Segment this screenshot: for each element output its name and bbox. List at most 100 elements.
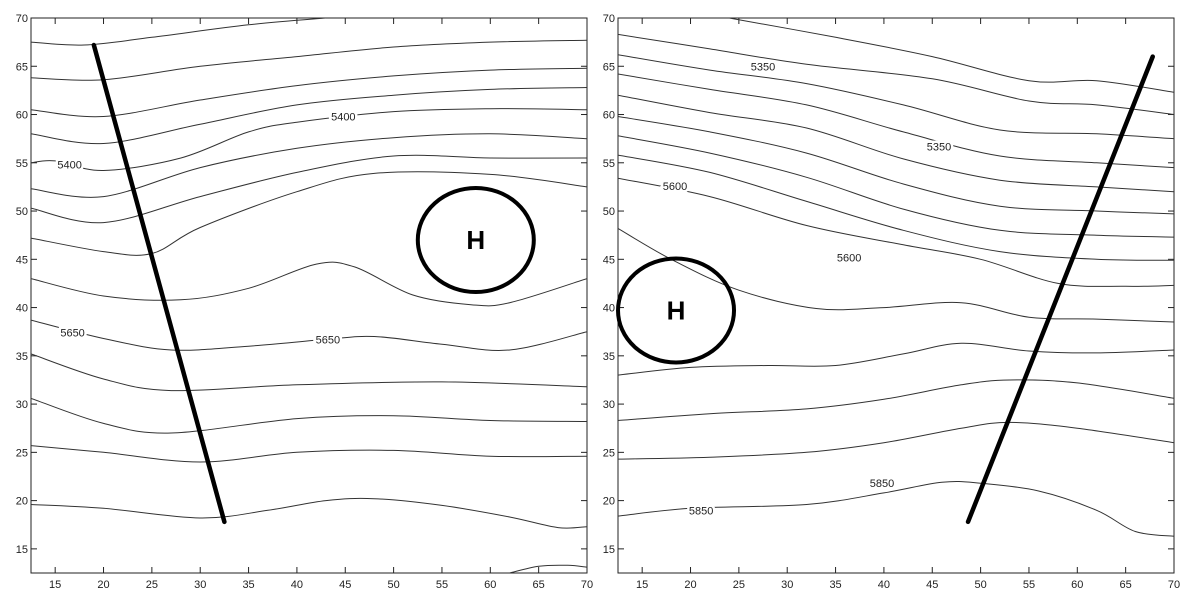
contour-line: [729, 18, 1174, 93]
contour-label: 5400: [57, 160, 81, 172]
y-tick-label: 20: [603, 496, 615, 508]
plot-frame: [617, 17, 1175, 574]
y-tick-label: 45: [16, 254, 28, 266]
x-tick-label: 35: [242, 579, 254, 591]
contour-label: 5650: [316, 334, 340, 346]
contour-line: [31, 171, 587, 256]
x-tick-label: 70: [581, 579, 593, 591]
contour-label: 5400: [331, 111, 355, 123]
x-tick-label: 60: [1071, 579, 1083, 591]
contour-line: [31, 319, 587, 351]
y-tick-label: 25: [603, 447, 615, 459]
y-tick-label: 25: [16, 447, 28, 459]
contour-line: [31, 39, 587, 81]
y-tick-label: 35: [603, 351, 615, 363]
contour-line: [509, 564, 587, 573]
y-tick-label: 55: [603, 158, 615, 170]
contour-line: [618, 421, 1174, 460]
y-tick-label: 20: [16, 496, 28, 508]
contour-line: [31, 154, 587, 224]
high-marker-circle: [415, 186, 536, 294]
contour-line: [31, 67, 587, 118]
contour-line: [31, 108, 587, 172]
x-tick-label: 45: [926, 579, 938, 591]
y-tick-label: 50: [16, 206, 28, 218]
x-tick-label: 30: [194, 579, 206, 591]
y-tick-label: 50: [603, 206, 615, 218]
thick-axis-line: [91, 42, 227, 525]
contour-line: [31, 397, 587, 434]
thick-axis-line: [965, 54, 1155, 525]
contour-line: [618, 135, 1174, 238]
x-tick-label: 20: [684, 579, 696, 591]
x-tick-label: 45: [339, 579, 351, 591]
y-tick-label: 15: [603, 544, 615, 556]
y-tick-label: 40: [16, 303, 28, 315]
y-tick-label: 65: [603, 61, 615, 73]
contour-line: [618, 379, 1174, 421]
y-tick-label: 70: [603, 13, 615, 25]
x-tick-label: 50: [387, 579, 399, 591]
y-tick-label: 35: [16, 351, 28, 363]
left-panel: 15 20 25 30 35 40 45 50 55 60 65 70 15 20 25 30 35 40 45 50…: [16, 13, 593, 591]
contour-label: 5600: [837, 252, 861, 264]
contour-line: [31, 133, 587, 198]
x-tick-label: 35: [829, 579, 841, 591]
contour-label: 5850: [870, 478, 894, 490]
right-panel: 15 20 25 30 35 40 45 50 55 60 65 70 15 20 25 30 35 40 45 50…: [603, 13, 1180, 591]
x-tick-label: 55: [436, 579, 448, 591]
contour-group: 5350 5350 5600 5600 5850 5850: [618, 18, 1174, 537]
contour-line: [618, 54, 1174, 140]
contour-group: 5400 5400 5650 5650: [31, 18, 587, 573]
high-marker-label: H: [667, 295, 686, 325]
contour-label: 5600: [663, 181, 687, 193]
x-tick-label: 55: [1023, 579, 1035, 591]
contour-line: [31, 18, 326, 46]
x-tick-label: 20: [97, 579, 109, 591]
contour-label: 5650: [60, 328, 84, 340]
contour-line: [31, 353, 587, 392]
contour-line: [31, 87, 587, 145]
x-tick-label: 65: [1120, 579, 1132, 591]
contour-line: [31, 261, 587, 307]
x-tick-label: 25: [733, 579, 745, 591]
contour-line: [31, 445, 587, 463]
high-marker-label: H: [466, 225, 485, 255]
x-tick-label: 15: [49, 579, 61, 591]
y-tick-label: 60: [603, 110, 615, 122]
contour-line: [618, 177, 1174, 287]
y-tick-label: 55: [16, 158, 28, 170]
high-marker-circle: [616, 256, 737, 365]
contour-line: [618, 73, 1174, 169]
y-tick-label: 30: [603, 399, 615, 411]
contour-line: [618, 116, 1174, 215]
x-tick-label: 40: [878, 579, 890, 591]
contour-label: 5350: [927, 141, 951, 153]
contour-line: [618, 227, 1174, 323]
plot-frame: [30, 17, 588, 574]
x-tick-label: 50: [974, 579, 986, 591]
x-tick-label: 15: [636, 579, 648, 591]
y-tick-label: 65: [16, 61, 28, 73]
y-tick-label: 60: [16, 110, 28, 122]
y-tick-label: 15: [16, 544, 28, 556]
x-tick-label: 25: [146, 579, 158, 591]
contour-label: 5850: [689, 505, 713, 517]
x-tick-label: 65: [533, 579, 545, 591]
y-tick-label: 30: [16, 399, 28, 411]
contour-label: 5350: [751, 61, 775, 73]
x-tick-label: 70: [1168, 579, 1180, 591]
y-tick-label: 70: [16, 13, 28, 25]
contour-line: [31, 497, 587, 529]
contour-line: [618, 154, 1174, 261]
contour-line: [618, 342, 1174, 376]
x-tick-label: 60: [484, 579, 496, 591]
y-tick-label: 45: [603, 254, 615, 266]
y-tick-label: 40: [603, 303, 615, 315]
contour-line: [618, 481, 1174, 537]
contour-line: [618, 33, 1174, 115]
contour-line: [618, 94, 1174, 193]
x-tick-label: 30: [781, 579, 793, 591]
